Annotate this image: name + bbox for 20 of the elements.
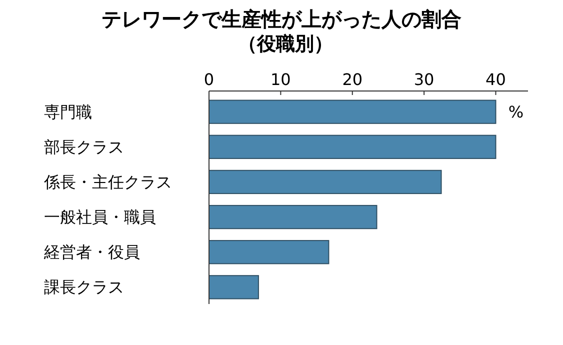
y-tick-label: 課長クラス [44, 278, 124, 297]
bar [208, 134, 496, 159]
y-tick-label: 経営者・役員 [43, 242, 140, 262]
x-tick-label: 10 [270, 70, 291, 89]
x-tick-label: 30 [414, 70, 434, 89]
chart-subtitle: （役職別） [238, 33, 333, 55]
bar [208, 170, 442, 194]
y-tick-label: 係長・主任クラス [43, 172, 172, 192]
chart-title: テレワークで生産性が上がった人の割合 [102, 7, 462, 31]
x-tick-label: 20 [342, 70, 363, 89]
y-tick-label: 一般社員・職員 [44, 208, 156, 227]
bar [208, 204, 378, 230]
y-tick-label: 専門職 [44, 102, 92, 122]
y-tick-label: 部長クラス [44, 137, 124, 156]
bar [208, 240, 330, 264]
bar [208, 275, 259, 300]
x-axis-title: % [508, 102, 524, 122]
bar [208, 100, 496, 124]
x-tick-label: 40 [486, 70, 506, 89]
x-tick-label: 0 [204, 70, 214, 89]
